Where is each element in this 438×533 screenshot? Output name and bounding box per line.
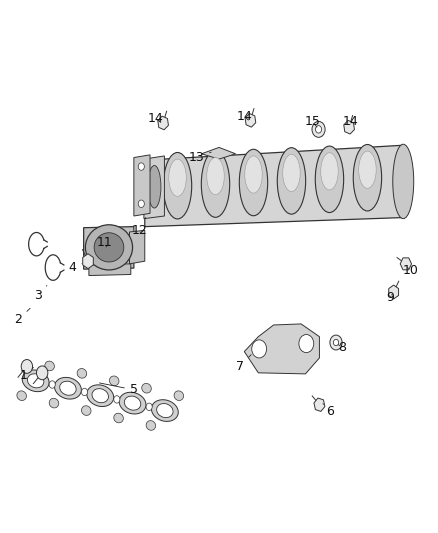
Circle shape: [333, 340, 339, 346]
Circle shape: [81, 388, 88, 395]
Ellipse shape: [359, 151, 376, 188]
Ellipse shape: [45, 361, 54, 371]
Text: 3: 3: [34, 286, 47, 302]
Circle shape: [252, 340, 267, 358]
Text: 14: 14: [343, 116, 359, 128]
Text: 14: 14: [237, 110, 252, 123]
Circle shape: [138, 200, 145, 207]
Polygon shape: [144, 156, 164, 219]
Polygon shape: [245, 114, 256, 127]
Ellipse shape: [142, 383, 151, 393]
Text: 2: 2: [14, 308, 30, 326]
Ellipse shape: [283, 155, 300, 191]
Text: 5: 5: [99, 383, 138, 397]
Ellipse shape: [124, 396, 141, 410]
Polygon shape: [158, 116, 169, 130]
Ellipse shape: [201, 151, 230, 217]
Circle shape: [114, 395, 120, 403]
Polygon shape: [201, 148, 236, 159]
Circle shape: [138, 163, 145, 170]
Text: 8: 8: [338, 341, 346, 354]
Ellipse shape: [207, 158, 224, 195]
Text: 13: 13: [188, 151, 211, 164]
Text: 1: 1: [19, 368, 33, 382]
Ellipse shape: [110, 376, 119, 385]
Circle shape: [299, 335, 314, 353]
Ellipse shape: [163, 152, 192, 219]
Polygon shape: [314, 398, 325, 411]
Ellipse shape: [87, 385, 113, 407]
Circle shape: [315, 126, 321, 133]
Ellipse shape: [152, 400, 178, 422]
Ellipse shape: [81, 406, 91, 415]
Polygon shape: [344, 120, 354, 134]
Text: 14: 14: [148, 112, 163, 125]
Text: 6: 6: [323, 403, 334, 417]
Ellipse shape: [17, 391, 26, 400]
Polygon shape: [89, 264, 131, 276]
Text: 15: 15: [305, 116, 321, 128]
Polygon shape: [244, 324, 319, 374]
Polygon shape: [389, 285, 399, 299]
Ellipse shape: [174, 391, 184, 400]
Text: 10: 10: [402, 264, 418, 277]
Circle shape: [330, 335, 342, 350]
Ellipse shape: [239, 149, 268, 216]
Text: 11: 11: [97, 236, 113, 249]
Ellipse shape: [94, 233, 124, 262]
Polygon shape: [83, 254, 93, 269]
Ellipse shape: [85, 225, 133, 270]
Circle shape: [49, 381, 55, 388]
Ellipse shape: [92, 389, 109, 403]
Ellipse shape: [60, 381, 76, 395]
Text: 4: 4: [69, 261, 82, 274]
Text: 12: 12: [132, 217, 148, 237]
Circle shape: [36, 366, 48, 379]
Ellipse shape: [22, 370, 49, 392]
Ellipse shape: [114, 413, 124, 423]
Ellipse shape: [245, 156, 262, 193]
Polygon shape: [145, 146, 403, 227]
Ellipse shape: [277, 148, 306, 214]
Circle shape: [312, 122, 325, 138]
Ellipse shape: [315, 146, 344, 213]
Ellipse shape: [146, 421, 155, 430]
Text: 7: 7: [236, 354, 251, 373]
Ellipse shape: [54, 377, 81, 399]
Ellipse shape: [148, 165, 161, 208]
Ellipse shape: [157, 403, 173, 417]
Ellipse shape: [169, 159, 186, 196]
Polygon shape: [130, 230, 145, 264]
Polygon shape: [84, 227, 134, 269]
Ellipse shape: [353, 144, 381, 211]
Polygon shape: [400, 258, 412, 270]
Text: 9: 9: [386, 291, 394, 304]
Circle shape: [21, 360, 32, 373]
Circle shape: [146, 403, 152, 410]
Ellipse shape: [28, 374, 44, 388]
Polygon shape: [134, 155, 150, 216]
Ellipse shape: [393, 144, 414, 219]
Ellipse shape: [119, 392, 146, 414]
Ellipse shape: [321, 153, 338, 190]
Ellipse shape: [49, 398, 59, 408]
Ellipse shape: [77, 368, 87, 378]
